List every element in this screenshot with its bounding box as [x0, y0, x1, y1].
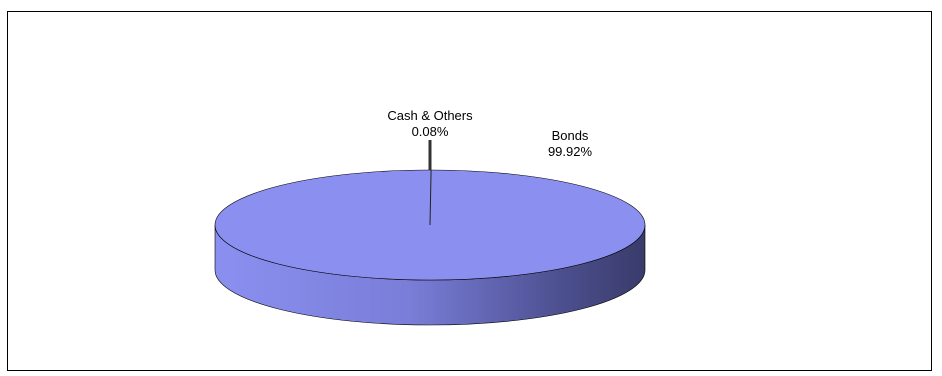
pie-slice-cash-others-side — [428, 140, 432, 170]
data-label-cash-others-value: 0.08% — [412, 124, 449, 139]
data-label-cash-others-name: Cash & Others — [387, 108, 473, 123]
data-label-bonds-name: Bonds — [552, 128, 589, 143]
data-label-bonds-value: 99.92% — [548, 144, 593, 159]
pie-slice-cash-others — [429, 169, 432, 226]
